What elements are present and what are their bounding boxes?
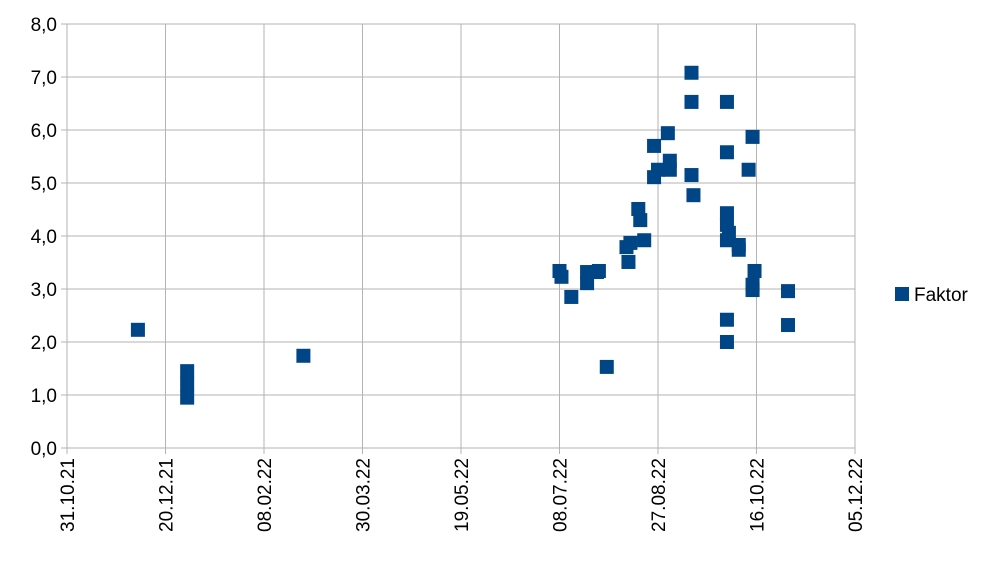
point	[662, 153, 677, 168]
point	[719, 335, 734, 349]
point	[745, 283, 760, 298]
point	[660, 126, 675, 141]
point	[633, 213, 648, 228]
x-tick-label: 16.10.22	[748, 458, 769, 532]
x-tick-label: 31.10.21	[58, 458, 79, 532]
legend-marker	[895, 287, 909, 301]
point	[719, 145, 734, 160]
y-tick-label: 2,0	[31, 333, 57, 354]
y-tick-label: 8,0	[31, 15, 57, 36]
point	[296, 348, 311, 363]
point	[621, 254, 636, 269]
point	[719, 94, 734, 109]
point	[580, 276, 595, 291]
point	[599, 359, 614, 374]
point	[647, 138, 662, 153]
point	[745, 129, 760, 144]
x-tick-label: 08.02.22	[255, 458, 276, 532]
point	[623, 235, 638, 250]
point	[719, 312, 734, 327]
point	[741, 162, 756, 177]
point	[564, 289, 579, 304]
point	[684, 65, 699, 80]
y-tick-label: 1,0	[31, 386, 57, 407]
point	[130, 322, 145, 337]
x-tick-label: 30.03.22	[354, 458, 375, 532]
x-tick-label: 27.08.22	[649, 458, 670, 532]
point	[731, 242, 746, 257]
point	[747, 263, 762, 278]
x-tick-label: 19.05.22	[452, 458, 473, 532]
point	[637, 233, 652, 248]
y-tick-label: 6,0	[31, 121, 57, 142]
y-tick-label: 4,0	[31, 227, 57, 248]
y-tick-label: 0,0	[31, 439, 57, 460]
point	[781, 284, 796, 299]
point	[684, 168, 699, 183]
point	[686, 188, 701, 203]
point	[651, 162, 665, 177]
x-tick-label: 05.12.22	[846, 458, 867, 532]
point	[721, 225, 736, 240]
point	[591, 263, 606, 278]
y-tick-label: 5,0	[31, 174, 57, 195]
x-tick-label: 08.07.22	[551, 458, 572, 532]
point	[180, 377, 195, 392]
point	[180, 364, 195, 379]
point	[631, 201, 646, 216]
point	[180, 390, 195, 405]
point	[684, 94, 699, 109]
y-tick-label: 7,0	[31, 68, 57, 89]
y-tick-label: 3,0	[31, 280, 57, 301]
x-tick-label: 20.12.21	[157, 458, 178, 532]
legend-label: Faktor	[914, 285, 969, 306]
point	[719, 206, 734, 221]
point	[554, 269, 569, 284]
point	[781, 318, 796, 333]
